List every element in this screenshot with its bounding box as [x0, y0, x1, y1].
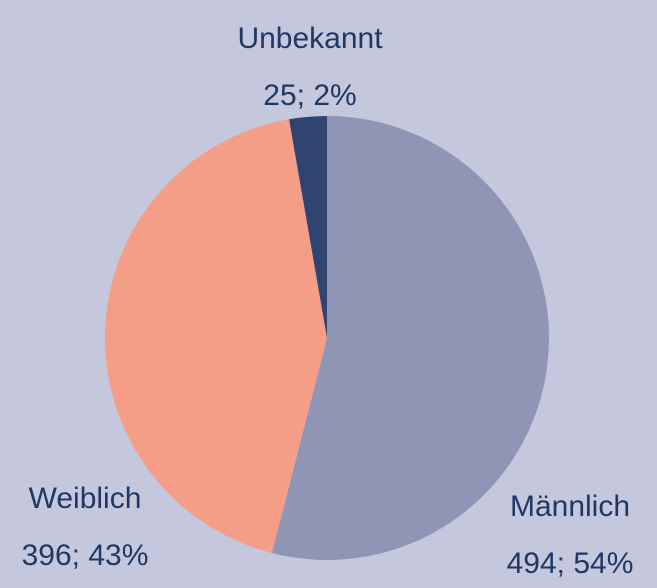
- pie-slice: [271, 116, 549, 560]
- slice-label: Männlich: [510, 490, 630, 523]
- slice-label: Unbekannt: [237, 22, 383, 55]
- value-label: 25; 2%: [263, 79, 356, 112]
- value-label: 494; 54%: [507, 547, 634, 580]
- value-label: 396; 43%: [22, 539, 149, 572]
- slice-label: Weiblich: [29, 482, 142, 515]
- pie-slice: [289, 116, 327, 338]
- pie-slice: [104, 119, 327, 554]
